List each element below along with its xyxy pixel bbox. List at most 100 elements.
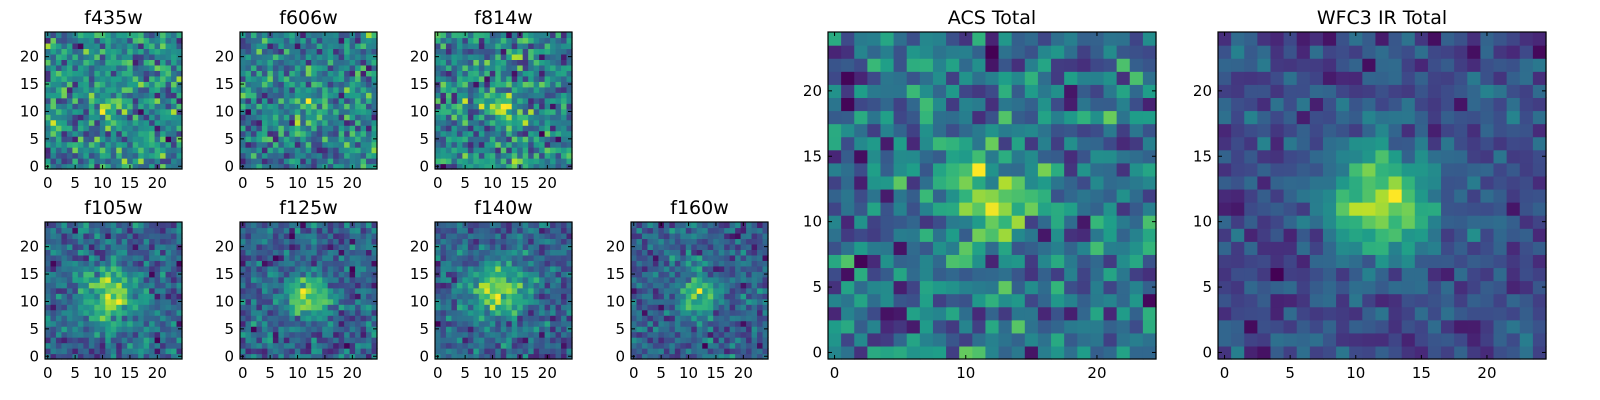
heatmap-cell: [893, 319, 908, 334]
heatmap-cell: [272, 315, 279, 322]
heatmap-cell: [127, 92, 134, 99]
heatmap-cell: [473, 75, 480, 82]
heatmap-cell: [171, 141, 178, 148]
heatmap-cell: [854, 188, 868, 203]
heatmap-cell: [240, 97, 247, 104]
heatmap-cell: [566, 92, 573, 99]
heatmap-cell: [322, 232, 329, 240]
heatmap-cell: [300, 158, 307, 165]
heatmap-cell: [371, 125, 378, 132]
heatmap-cell: [1051, 280, 1065, 295]
heatmap-cell: [83, 232, 90, 240]
heatmap-cell: [250, 309, 258, 316]
heatmap-cell: [83, 260, 90, 267]
heatmap-cell: [176, 232, 183, 240]
heatmap-cell: [110, 222, 117, 229]
heatmap-cell: [344, 136, 351, 143]
heatmap-cell: [473, 141, 480, 148]
heatmap-cell: [245, 141, 252, 148]
heatmap-cell: [539, 265, 546, 272]
heatmap-cell: [506, 298, 513, 305]
heatmap-cell: [294, 260, 301, 267]
heatmap-cell: [278, 53, 285, 60]
heatmap-cell: [451, 353, 458, 360]
heatmap-cell: [289, 75, 296, 82]
heatmap-cell: [72, 37, 79, 44]
heatmap-cell: [506, 136, 513, 143]
heatmap-cell: [500, 114, 507, 121]
heatmap-cell: [305, 70, 312, 77]
heatmap-cell: [300, 243, 307, 250]
heatmap-cell: [371, 227, 378, 234]
heatmap-cell: [176, 337, 183, 344]
heatmap-cell: [1024, 306, 1039, 321]
heatmap-cell: [171, 315, 178, 322]
heatmap-cell: [289, 254, 296, 261]
heatmap-cell: [77, 70, 84, 77]
heatmap-cell: [143, 70, 150, 77]
heatmap-cell: [261, 163, 268, 170]
heatmap-cell: [366, 232, 373, 240]
heatmap-cell: [647, 287, 654, 294]
heatmap-cell: [544, 114, 551, 121]
heatmap-cell: [440, 276, 447, 283]
heatmap-cell: [636, 337, 643, 344]
heatmap-cell: [261, 222, 268, 229]
heatmap-cell: [165, 32, 172, 39]
heatmap-cell: [489, 48, 496, 55]
heatmap-cell: [539, 260, 546, 267]
heatmap-cell: [533, 141, 540, 148]
heatmap-cell: [757, 331, 764, 338]
heatmap-cell: [854, 175, 868, 190]
heatmap-cell: [94, 227, 101, 234]
heatmap-cell: [647, 276, 654, 283]
heatmap-cell: [517, 64, 524, 71]
heatmap-cell: [160, 103, 167, 110]
heatmap-cell: [261, 75, 268, 82]
heatmap-cell: [154, 243, 161, 250]
heatmap-cell: [83, 81, 90, 88]
heatmap-cell: [440, 298, 447, 305]
heatmap-cell: [110, 337, 117, 344]
heatmap-cell: [66, 42, 73, 50]
heatmap-cell: [500, 337, 507, 344]
heatmap-cell: [116, 326, 123, 333]
heatmap-cell: [647, 254, 654, 261]
heatmap-cell: [522, 92, 529, 99]
heatmap-cell: [138, 136, 145, 143]
heatmap-cell: [83, 309, 90, 316]
heatmap-cell: [355, 309, 362, 316]
heatmap-cell: [539, 141, 546, 148]
heatmap-cell: [250, 97, 258, 104]
heatmap-cell: [176, 152, 183, 159]
heatmap-cell: [289, 147, 296, 154]
heatmap-cell: [440, 309, 447, 316]
heatmap-cell: [154, 276, 161, 283]
heatmap-cell: [322, 320, 329, 327]
heatmap-cell: [489, 238, 496, 245]
heatmap-cell: [495, 222, 502, 229]
heatmap-cell: [680, 331, 687, 338]
heatmap-cell: [132, 70, 139, 77]
heatmap-cell: [735, 342, 742, 349]
heatmap-cell: [506, 59, 513, 66]
heatmap-cell: [61, 260, 68, 267]
heatmap-cell: [566, 232, 573, 240]
heatmap-cell: [360, 141, 367, 148]
heatmap-cell: [61, 232, 68, 240]
heatmap-cell: [176, 238, 183, 245]
heatmap-cell: [550, 298, 557, 305]
heatmap-cell: [240, 249, 247, 256]
heatmap-cell: [272, 86, 279, 93]
axes-frame: [630, 221, 769, 360]
heatmap-cell: [528, 75, 535, 82]
heatmap-cell: [50, 119, 57, 126]
heatmap-cell: [116, 282, 123, 289]
heatmap-cell: [83, 282, 90, 289]
heatmap-cell: [456, 136, 463, 143]
heatmap-cell: [636, 271, 643, 278]
heatmap-cell: [72, 147, 79, 154]
heatmap-cell: [349, 342, 356, 349]
heatmap-cell: [160, 141, 167, 148]
